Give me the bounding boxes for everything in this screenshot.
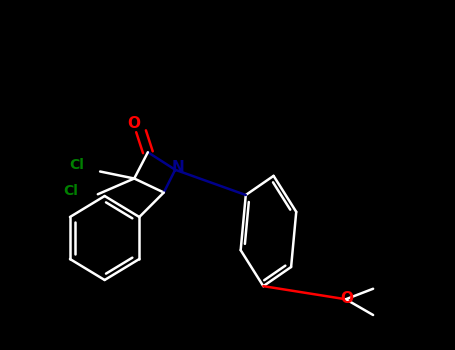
Text: Cl: Cl bbox=[69, 158, 84, 172]
Text: Cl: Cl bbox=[63, 184, 78, 198]
Text: O: O bbox=[128, 116, 141, 131]
Text: N: N bbox=[172, 160, 185, 175]
Text: O: O bbox=[340, 291, 353, 306]
